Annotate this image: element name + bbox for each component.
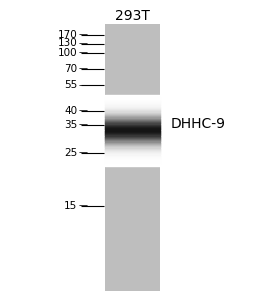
- Text: —: —: [79, 48, 88, 57]
- Bar: [105, 24, 160, 291]
- Text: 55: 55: [64, 80, 77, 91]
- Text: 25: 25: [64, 148, 77, 158]
- Text: 35: 35: [64, 119, 77, 130]
- Text: 15: 15: [64, 200, 77, 211]
- Text: 293T: 293T: [115, 10, 150, 23]
- Text: DHHC-9: DHHC-9: [171, 118, 226, 131]
- Text: —: —: [79, 30, 88, 39]
- Text: —: —: [79, 39, 88, 48]
- Text: —: —: [79, 148, 88, 158]
- Text: —: —: [79, 81, 88, 90]
- Text: 130: 130: [57, 38, 77, 49]
- Text: 170: 170: [57, 29, 77, 40]
- Text: —: —: [79, 64, 88, 74]
- Text: —: —: [79, 106, 88, 116]
- Text: —: —: [79, 120, 88, 129]
- Text: 40: 40: [64, 106, 77, 116]
- Text: 70: 70: [64, 64, 77, 74]
- Text: 100: 100: [58, 47, 77, 58]
- Text: —: —: [79, 201, 88, 210]
